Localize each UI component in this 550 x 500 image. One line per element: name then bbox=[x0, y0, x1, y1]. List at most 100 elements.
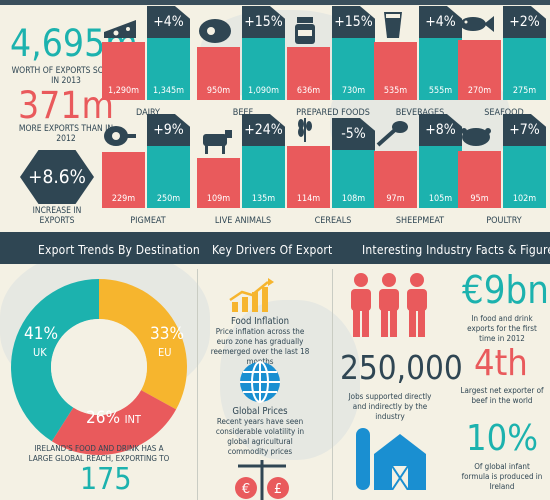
int-percent-label: 26% INT bbox=[86, 408, 141, 428]
increase-label: INCREASE IN EXPORTS bbox=[32, 206, 82, 226]
bar-2013: 1,345m bbox=[147, 38, 190, 100]
bar-2013: 1,090m bbox=[242, 38, 285, 100]
category-seafood: +2% 270m 275m SEAFOOD bbox=[456, 6, 550, 118]
category-poultry: +7% 95m 102m POULTRY bbox=[456, 114, 550, 226]
beer-glass-icon bbox=[374, 10, 410, 40]
donut-center bbox=[51, 319, 147, 415]
bar-2013: 730m bbox=[332, 38, 375, 100]
bar-2012: 950m bbox=[197, 47, 240, 100]
currency-scales-icon: € £ bbox=[235, 460, 289, 500]
category-label: DAIRY bbox=[136, 108, 160, 118]
destination-section-title: Export Trends By Destination bbox=[38, 243, 200, 257]
destination-note: IRELAND'S FOOD AND DRINK HAS A LARGE GLO… bbox=[28, 444, 170, 463]
category-prepared-foods: +15% 636m 730m PREPARED FOODS bbox=[285, 6, 381, 118]
driver-text-prices: Recent years have seen considerable vola… bbox=[215, 417, 305, 456]
bar-2013: 135m bbox=[242, 146, 285, 208]
change-badge: +4% bbox=[147, 6, 190, 38]
eu-percent: 33% bbox=[150, 324, 184, 344]
category-label: SEAFOOD bbox=[484, 108, 524, 118]
column-divider bbox=[332, 269, 333, 500]
more-exports-value: 371m bbox=[18, 84, 114, 127]
people-icon bbox=[351, 273, 427, 337]
category-label: PIGMEAT bbox=[130, 216, 166, 226]
bar-2013: 250m bbox=[147, 146, 190, 208]
wheat-icon bbox=[287, 114, 323, 144]
barn-icon bbox=[356, 428, 426, 490]
change-badge: +7% bbox=[503, 114, 546, 146]
formula-text: Of global infant formula is produced in … bbox=[461, 462, 543, 491]
category-live-animals: +24% 109m 135m LIVE ANIMALS bbox=[195, 114, 291, 226]
jar-icon bbox=[287, 15, 323, 45]
driver-title-inflation: Food Inflation bbox=[230, 316, 290, 327]
rank-value: 4th bbox=[474, 343, 528, 384]
int-label: INT bbox=[124, 413, 141, 426]
category-label: SHEEPMEAT bbox=[395, 216, 445, 226]
bar-2012: 270m bbox=[458, 40, 501, 100]
category-sheepmeat: +8% 97m 105m SHEEPMEAT bbox=[372, 114, 468, 226]
eu-label: EU bbox=[158, 346, 172, 359]
drivers-section-title: Key Drivers Of Export bbox=[212, 243, 333, 257]
change-badge: +15% bbox=[242, 6, 285, 38]
increase-value: +8.6% bbox=[28, 166, 86, 188]
bar-2013: 102m bbox=[503, 146, 546, 208]
cow-icon bbox=[197, 126, 233, 156]
donut-segment-int bbox=[51, 390, 177, 455]
bar-2012: 109m bbox=[197, 158, 240, 208]
destination-donut-chart bbox=[11, 279, 187, 455]
bar-2013: 275m bbox=[503, 38, 546, 100]
bar-2013: 555m bbox=[419, 38, 462, 100]
change-badge: -5% bbox=[332, 118, 375, 150]
category-label: PREPARED FOODS bbox=[296, 108, 370, 118]
bar-2012: 97m bbox=[374, 151, 417, 208]
change-badge: +9% bbox=[147, 114, 190, 146]
euro-text: In food and drink exports for the first … bbox=[467, 314, 537, 343]
bar-2012: 95m bbox=[458, 151, 501, 208]
category-cereals: -5% 114m 108m CEREALS bbox=[285, 118, 381, 226]
category-label: CEREALS bbox=[314, 216, 352, 226]
uk-label: UK bbox=[33, 346, 47, 359]
donut-segment-eu bbox=[99, 279, 187, 410]
svg-text:€: € bbox=[242, 482, 250, 497]
rising-chart-icon bbox=[229, 278, 274, 312]
bar-2012: 636m bbox=[287, 47, 330, 100]
category-beverages: +4% 535m 555m BEVERAGES bbox=[372, 6, 468, 118]
section-header-bar bbox=[0, 232, 550, 264]
globe-icon bbox=[240, 361, 280, 403]
int-percent: 26% bbox=[86, 408, 120, 428]
change-badge: +15% bbox=[332, 6, 375, 38]
driver-title-prices: Global Prices bbox=[232, 406, 288, 417]
more-exports-label: MORE EXPORTS THAN IN 2012 bbox=[18, 124, 114, 144]
fish-icon bbox=[458, 8, 494, 38]
category-label: BEVERAGES bbox=[395, 108, 445, 118]
bar-2012: 535m bbox=[374, 42, 417, 100]
category-label: POULTRY bbox=[486, 216, 522, 226]
lamb-leg-icon bbox=[374, 119, 410, 149]
category-label: BEEF bbox=[232, 108, 254, 118]
column-divider bbox=[197, 269, 198, 500]
bar-2012: 229m bbox=[102, 152, 145, 208]
bar-2013: 108m bbox=[332, 150, 375, 208]
donut-segment-uk bbox=[11, 279, 100, 442]
jobs-value: 250,000 bbox=[340, 348, 463, 387]
formula-value: 10% bbox=[466, 418, 538, 459]
chicken-icon bbox=[458, 119, 494, 149]
cheese-icon bbox=[102, 10, 138, 40]
bar-2013: 105m bbox=[419, 146, 462, 208]
svg-text:£: £ bbox=[274, 482, 282, 497]
increase-hexagon: +8.6% bbox=[20, 150, 94, 204]
bar-2012: 114m bbox=[287, 146, 330, 208]
facts-section-title: Interesting Industry Facts & Figures bbox=[362, 243, 550, 257]
category-beef: +15% 950m 1,090m BEEF bbox=[195, 6, 291, 118]
total-exports-label: WORTH OF EXPORTS SO FAR IN 2013 bbox=[11, 66, 121, 86]
top-bar bbox=[0, 0, 550, 5]
category-dairy: +4% 1,290m 1,345m DAIRY bbox=[100, 6, 196, 118]
destination-count: 175 bbox=[80, 462, 132, 497]
category-pigmeat: +9% 229m 250m PIGMEAT bbox=[100, 114, 196, 226]
ham-icon bbox=[102, 120, 138, 150]
rank-text: Largest net exporter of beef in the worl… bbox=[460, 386, 544, 405]
category-label: LIVE ANIMALS bbox=[214, 216, 272, 226]
jobs-text: Jobs supported directly and indirectly b… bbox=[348, 392, 432, 421]
euro-value: €9bn bbox=[462, 268, 549, 312]
change-badge: +24% bbox=[242, 114, 285, 146]
